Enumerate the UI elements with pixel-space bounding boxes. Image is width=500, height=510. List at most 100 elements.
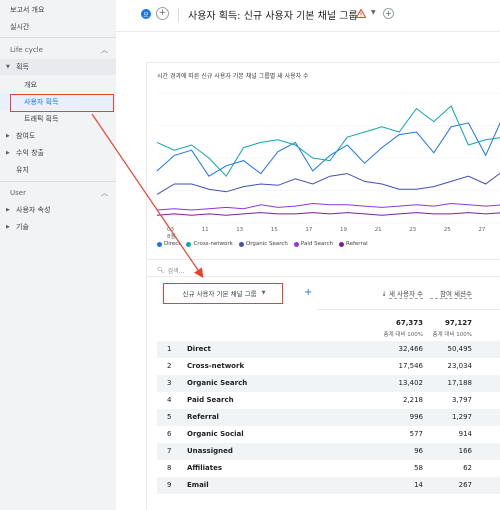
legend-item[interactable]: Cross-network: [186, 241, 233, 247]
add-button[interactable]: +: [383, 8, 394, 19]
legend-label: Paid Search: [300, 241, 334, 247]
section-label: Life cycle: [10, 46, 43, 54]
row-index: 6: [167, 430, 172, 438]
sidebar-item-tech[interactable]: ▶ 기술: [0, 219, 116, 235]
column-header-label: 새 사용자 수: [388, 290, 423, 299]
sidebar-item-retention[interactable]: 유지: [0, 162, 116, 178]
segment-badge[interactable]: 모: [141, 9, 151, 19]
divider: [147, 259, 500, 260]
table-search[interactable]: 🔍︎ 검색...: [157, 266, 184, 275]
warning-icon[interactable]: [356, 9, 366, 18]
series-line-cross-network: [156, 105, 500, 178]
sidebar-item-acquisition[interactable]: ▼ 획득: [0, 59, 116, 75]
sidebar-section-user[interactable]: User ︿: [0, 185, 116, 201]
new-users-value: 577: [409, 430, 423, 438]
chevron-up-icon: ︿: [101, 189, 108, 197]
table-row[interactable]: 3 Organic Search 13,402 17,188: [157, 375, 500, 392]
x-tick-label: 23: [409, 227, 416, 233]
chevron-up-icon: ︿: [101, 46, 108, 54]
triangle-down-icon: ▼: [6, 64, 10, 70]
new-users-value: 14: [414, 481, 423, 489]
sidebar-item-label: 획득: [16, 63, 29, 71]
page-title: 사용자 획득: 신규 사용자 기본 채널 그룹: [188, 11, 358, 22]
row-index: 7: [167, 447, 172, 455]
legend-item[interactable]: Paid Search: [293, 241, 334, 247]
total-sessions: 97,127: [444, 319, 472, 327]
report-card: 시간 경과에 따른 신규 사용자 기본 채널 그룹별 새 사용자 수 03 11 1…: [146, 62, 500, 510]
sidebar-item-label: 실시간: [10, 23, 30, 31]
row-index: 1: [167, 345, 172, 353]
channel-name: Unassigned: [187, 447, 233, 455]
sessions-value: 166: [458, 447, 472, 455]
series-line-direct: [156, 121, 500, 177]
legend-item[interactable]: Referral: [339, 241, 368, 247]
legend-item[interactable]: Organic Search: [238, 241, 288, 247]
series-line-paid-search: [156, 202, 500, 211]
dimension-label: 신규 사용자 기본 채널 그룹: [182, 290, 257, 298]
section-label: User: [10, 189, 26, 197]
channel-name: Organic Social: [187, 430, 244, 438]
total-sessions-percent: 총계 대비 100%: [432, 332, 472, 338]
sidebar-item-report-summary[interactable]: 보고서 개요: [0, 2, 116, 18]
sidebar-item-monetization[interactable]: ▶ 수익 창출: [0, 145, 116, 161]
new-users-value: 13,402: [398, 379, 424, 387]
add-comparison-button[interactable]: +: [156, 7, 169, 20]
sidebar-item-user-acquisition[interactable]: 사용자 획득: [0, 94, 116, 110]
title-dropdown-icon[interactable]: ▼: [371, 9, 376, 16]
new-users-value: 96: [414, 447, 423, 455]
sessions-value: 23,034: [447, 362, 473, 370]
legend-item[interactable]: Direct: [157, 241, 180, 247]
column-header-sessions[interactable]: 참여 세션수: [430, 288, 472, 299]
sidebar-item-traffic-acquisition[interactable]: 트래픽 획득: [0, 111, 116, 127]
sidebar-item-label: 기술: [16, 223, 29, 231]
row-index: 5: [167, 413, 172, 421]
sidebar-item-label: 사용자 속성: [16, 206, 51, 214]
table-row[interactable]: 4 Paid Search 2,218 3,797: [157, 392, 500, 409]
x-tick-label: 11: [202, 227, 209, 233]
column-header-new-users[interactable]: ↓ 새 사용자 수: [347, 288, 423, 299]
channel-name: Paid Search: [187, 396, 234, 404]
sidebar-item-label: 보고서 개요: [10, 6, 45, 14]
sidebar: 보고서 개요 실시간 Life cycle ︿ ▼ 획득 개요 사용자 획득 트…: [0, 0, 116, 510]
sessions-value: 1,297: [451, 413, 472, 421]
table-row[interactable]: 9 Email 14 267: [157, 477, 500, 494]
table-row[interactable]: 1 Direct 32,466 50,495: [157, 341, 500, 358]
triangle-right-icon: ▶: [6, 224, 10, 230]
legend-dot-icon: [339, 241, 345, 247]
sidebar-item-label: 개요: [24, 81, 37, 89]
x-tick-label: 21: [375, 227, 382, 233]
sidebar-item-overview[interactable]: 개요: [0, 77, 116, 93]
annotation-box: [10, 94, 114, 112]
table-row[interactable]: 8 Affiliates 58 62: [157, 460, 500, 477]
legend-dot-icon: [238, 241, 244, 247]
table-row[interactable]: 6 Organic Social 577 914: [157, 426, 500, 443]
sessions-value: 914: [458, 430, 472, 438]
sidebar-item-user-attributes[interactable]: ▶ 사용자 속성: [0, 202, 116, 218]
line-chart: 03 11 13 15 17 19 21 23 25 27 8월: [156, 92, 500, 240]
table-row[interactable]: 7 Unassigned 96 166: [157, 443, 500, 460]
triangle-right-icon: ▶: [6, 207, 10, 213]
chart-legend: Direct Cross-network Organic Search Paid Se…: [157, 241, 368, 247]
sidebar-section-lifecycle[interactable]: Life cycle ︿: [0, 42, 116, 58]
add-dimension-button[interactable]: +: [304, 287, 313, 298]
row-index: 4: [167, 396, 172, 404]
channel-name: Email: [187, 481, 209, 489]
table-row[interactable]: 5 Referral 996 1,297: [157, 409, 500, 426]
sessions-value: 17,188: [447, 379, 473, 387]
dimension-selector[interactable]: 신규 사용자 기본 채널 그룹 ▼: [165, 283, 283, 303]
annotation-box: [163, 283, 283, 304]
sidebar-item-realtime[interactable]: 실시간: [0, 19, 116, 35]
new-users-value: 2,218: [402, 396, 423, 404]
sidebar-item-engagement[interactable]: ▶ 참여도: [0, 128, 116, 144]
search-icon: 🔍︎: [157, 267, 165, 274]
x-tick-label: 25: [444, 227, 451, 233]
search-input[interactable]: 검색...: [167, 268, 185, 275]
legend-dot-icon: [157, 241, 162, 247]
sessions-value: 62: [463, 464, 472, 472]
row-index: 3: [167, 379, 172, 387]
triangle-right-icon: ▶: [6, 133, 10, 139]
x-tick-label: 17: [305, 227, 312, 233]
table-row[interactable]: 2 Cross-network 17,546 23,034: [157, 358, 500, 375]
sessions-value: 3,797: [451, 396, 472, 404]
chart-title: 시간 경과에 따른 신규 사용자 기본 채널 그룹별 새 사용자 수: [157, 73, 309, 80]
